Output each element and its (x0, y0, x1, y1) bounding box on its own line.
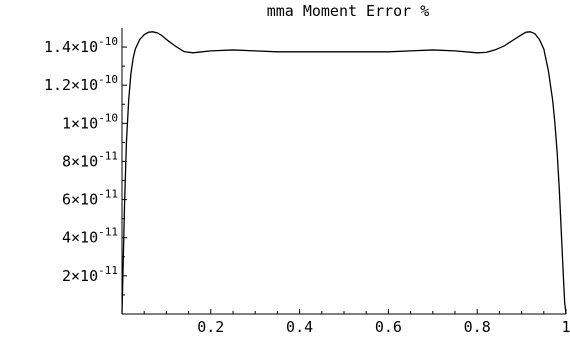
y-tick-mantissa: 8×10 (62, 152, 98, 170)
y-tick-mantissa: 1.2×10 (44, 76, 98, 94)
x-tick-label: 1 (561, 318, 570, 336)
y-tick-exponent: -10 (98, 73, 118, 86)
series-line (121, 31, 567, 315)
y-tick-exponent: -10 (98, 111, 118, 124)
y-tick-mantissa: 2×10 (62, 267, 98, 285)
y-tick-exponent: -10 (98, 35, 118, 48)
y-tick-mantissa: 1×10 (62, 114, 98, 132)
y-tick-exponent: -11 (98, 226, 118, 239)
x-tick-label: 0.2 (197, 318, 224, 336)
y-tick-exponent: -11 (98, 149, 118, 162)
y-tick-exponent: -11 (98, 188, 118, 201)
x-tick-label: 0.8 (464, 318, 491, 336)
y-tick-label: 6×10-11 (62, 188, 118, 209)
y-tick-label: 1×10-10 (62, 111, 118, 132)
x-tick-label: 0.6 (375, 318, 402, 336)
y-tick-label: 4×10-11 (62, 226, 118, 247)
y-tick-label: 2×10-11 (62, 264, 118, 285)
y-tick-label: 1.4×10-10 (44, 35, 118, 56)
y-ticks: 2×10-114×10-116×10-118×10-111×10-101.2×1… (44, 35, 127, 296)
y-tick-label: 1.2×10-10 (44, 73, 118, 94)
y-tick-exponent: -11 (98, 264, 118, 277)
x-tick-label: 0.4 (286, 318, 313, 336)
x-ticks: 0.2 0.4 0.6 0.8 1 (143, 309, 570, 336)
y-tick-mantissa: 4×10 (62, 229, 98, 247)
y-tick-label: 8×10-11 (62, 149, 118, 170)
chart-title: mma Moment Error % (267, 2, 430, 20)
y-tick-mantissa: 6×10 (62, 191, 98, 209)
y-tick-mantissa: 1.4×10 (44, 38, 98, 56)
